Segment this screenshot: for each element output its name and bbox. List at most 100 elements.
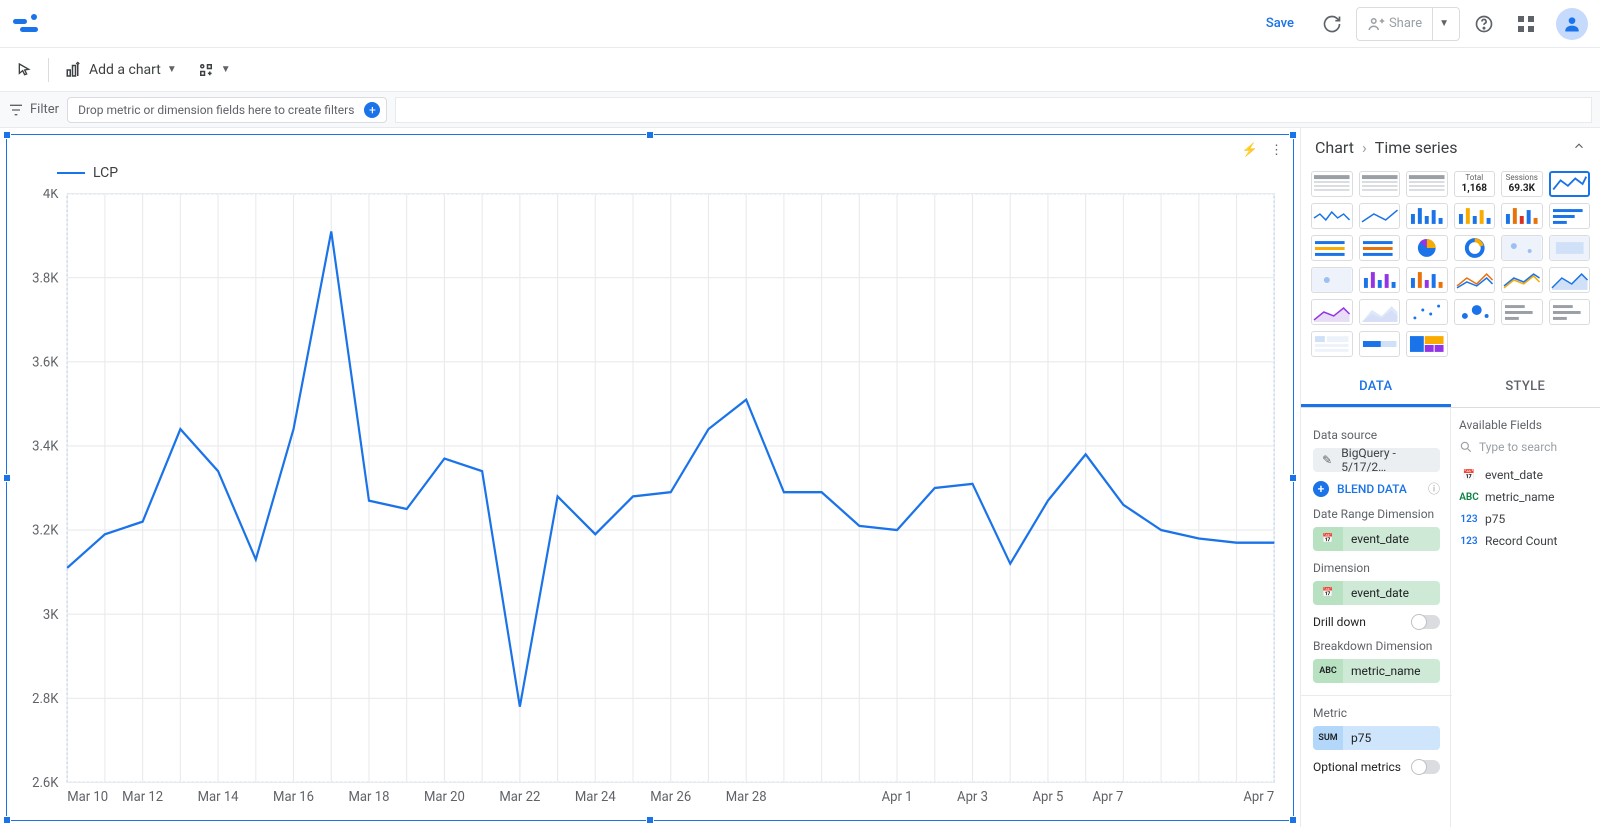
drill-down-toggle[interactable]: [1412, 615, 1440, 629]
tab-style[interactable]: STYLE: [1451, 369, 1600, 407]
section-label: Date Range Dimension: [1313, 507, 1440, 521]
chart-type-tile[interactable]: [1549, 203, 1591, 229]
number-type-icon: 123: [1459, 514, 1479, 525]
chart-type-tile[interactable]: Sessions69.3K: [1501, 171, 1543, 197]
chart-type-tile[interactable]: [1359, 331, 1401, 357]
svg-text:2.6K: 2.6K: [32, 776, 59, 791]
chart-type-tile[interactable]: [1454, 267, 1496, 293]
resize-handle[interactable]: [1289, 816, 1297, 824]
legend-swatch: [57, 172, 85, 174]
pencil-icon[interactable]: ✎: [1319, 451, 1335, 469]
line-chart: 2.6K2.8K3K3.2K3.4K3.6K3.8K4KMar 10Mar 12…: [17, 189, 1283, 810]
resize-handle[interactable]: [3, 816, 11, 824]
svg-text:Apr 1: Apr 1: [882, 790, 913, 805]
chart-type-tile[interactable]: [1549, 267, 1591, 293]
optional-metrics-row: Optional metrics: [1313, 760, 1440, 774]
section-label: Available Fields: [1459, 418, 1592, 432]
chart-type-tile[interactable]: [1359, 235, 1401, 261]
resize-handle[interactable]: [646, 816, 654, 824]
svg-text:Apr 5: Apr 5: [1032, 790, 1063, 805]
help-icon[interactable]: [1466, 6, 1502, 42]
selected-chart[interactable]: ⚡ ⋮ LCP 2.6K2.8K3K3.2K3.4K3.6K3.8K4KMar …: [6, 134, 1294, 821]
plus-icon: +: [1313, 481, 1329, 497]
pointer-tool[interactable]: [8, 54, 40, 86]
info-icon[interactable]: ⓘ: [1428, 480, 1440, 497]
chart-type-tile[interactable]: [1454, 299, 1496, 325]
chart-type-tile[interactable]: [1501, 203, 1543, 229]
chart-type-tile[interactable]: [1454, 235, 1496, 261]
resize-handle[interactable]: [1289, 131, 1297, 139]
filter-label: Filter: [8, 102, 59, 118]
calendar-icon: 📅: [1459, 470, 1479, 481]
section-label: Breakdown Dimension: [1313, 639, 1440, 653]
svg-text:Apr 7: Apr 7: [1243, 790, 1274, 805]
available-field[interactable]: ABCmetric_name: [1459, 486, 1592, 508]
available-field[interactable]: 📅event_date: [1459, 464, 1592, 486]
dimension-chip[interactable]: 📅event_date: [1313, 581, 1440, 605]
edit-toolbar: Add a chart ▼ ▼: [0, 48, 1600, 92]
sidebar-breadcrumb: Chart › Time series: [1301, 128, 1600, 167]
resize-handle[interactable]: [3, 474, 11, 482]
chart-type-tile[interactable]: [1406, 299, 1448, 325]
apps-icon[interactable]: [1508, 6, 1544, 42]
data-source-chip[interactable]: ✎ BigQuery - 5/17/2…: [1313, 448, 1440, 472]
chart-type-tile[interactable]: [1501, 299, 1543, 325]
save-button[interactable]: Save: [1252, 8, 1308, 39]
metric-chip[interactable]: SUMp75: [1313, 726, 1440, 750]
breakdown-dimension-chip[interactable]: ABCmetric_name: [1313, 659, 1440, 683]
chart-type-tile[interactable]: Total1,168: [1454, 171, 1496, 197]
collapse-icon[interactable]: [1572, 138, 1586, 157]
properties-sidebar: Chart › Time series Total1,168Sessions69…: [1300, 128, 1600, 827]
chart-type-tile[interactable]: [1311, 331, 1353, 357]
filter-drop-zone[interactable]: Drop metric or dimension fields here to …: [67, 97, 387, 123]
chart-type-tile[interactable]: [1311, 203, 1353, 229]
chart-type-tile[interactable]: [1406, 203, 1448, 229]
chart-type-tile[interactable]: [1311, 171, 1353, 197]
chart-type-tile[interactable]: [1311, 299, 1353, 325]
svg-text:Mar 16: Mar 16: [273, 790, 314, 805]
chart-type-tile[interactable]: [1406, 267, 1448, 293]
add-chart-label: Add a chart: [89, 62, 161, 78]
chart-type-tile[interactable]: [1549, 171, 1591, 197]
chart-type-tile[interactable]: [1311, 235, 1353, 261]
chart-type-tile[interactable]: [1549, 235, 1591, 261]
chart-type-tile[interactable]: [1359, 171, 1401, 197]
available-field[interactable]: 123Record Count: [1459, 530, 1592, 552]
refresh-icon[interactable]: [1314, 6, 1350, 42]
available-field[interactable]: 123p75: [1459, 508, 1592, 530]
chart-type-tile[interactable]: [1406, 235, 1448, 261]
optional-metrics-toggle[interactable]: [1412, 760, 1440, 774]
chart-type-tile[interactable]: [1549, 299, 1591, 325]
available-fields-panel: Available Fields Type to search 📅event_d…: [1450, 408, 1600, 827]
app-logo: [12, 10, 40, 38]
chart-type-tile[interactable]: [1501, 235, 1543, 261]
chart-type-tile[interactable]: [1406, 171, 1448, 197]
resize-handle[interactable]: [646, 131, 654, 139]
chart-type-tile[interactable]: [1501, 267, 1543, 293]
tab-data[interactable]: DATA: [1301, 369, 1451, 407]
chart-type-tile[interactable]: [1359, 299, 1401, 325]
drill-down-row: Drill down: [1313, 615, 1440, 629]
date-range-dimension-chip[interactable]: 📅event_date: [1313, 527, 1440, 551]
chart-type-tile[interactable]: [1359, 203, 1401, 229]
community-viz-button[interactable]: ▼: [189, 54, 239, 86]
svg-text:Mar 18: Mar 18: [349, 790, 390, 805]
section-label: Data source: [1313, 428, 1440, 442]
resize-handle[interactable]: [3, 131, 11, 139]
blend-data-button[interactable]: + BLEND DATA ⓘ: [1313, 480, 1440, 497]
svg-text:Apr 3: Apr 3: [957, 790, 988, 805]
field-search[interactable]: Type to search: [1459, 440, 1592, 454]
report-canvas[interactable]: ⚡ ⋮ LCP 2.6K2.8K3K3.2K3.4K3.6K3.8K4KMar …: [0, 128, 1300, 827]
sidebar-tabs: DATA STYLE: [1301, 369, 1600, 408]
chart-type-tile[interactable]: [1359, 267, 1401, 293]
chart-type-tile[interactable]: [1406, 331, 1448, 357]
chart-type-tile[interactable]: [1311, 267, 1353, 293]
svg-text:4K: 4K: [43, 189, 59, 202]
chart-type-tile[interactable]: [1454, 203, 1496, 229]
add-filter-icon[interactable]: +: [364, 102, 380, 118]
account-avatar[interactable]: [1556, 8, 1588, 40]
chevron-right-icon: ›: [1362, 138, 1367, 157]
add-chart-button[interactable]: Add a chart ▼: [57, 54, 185, 86]
svg-text:Mar 20: Mar 20: [424, 790, 465, 805]
resize-handle[interactable]: [1289, 474, 1297, 482]
